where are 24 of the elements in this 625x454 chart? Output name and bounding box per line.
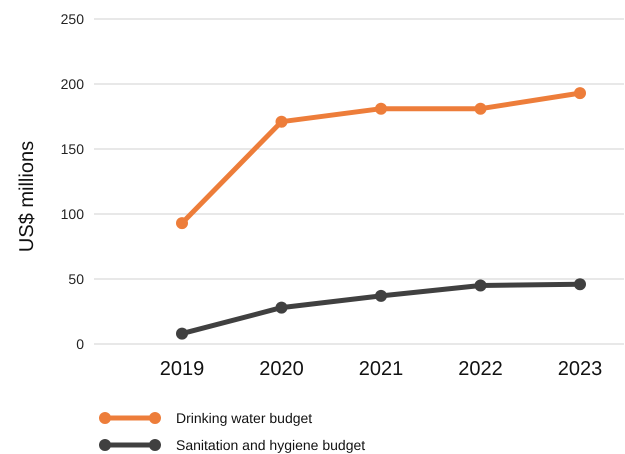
point: [276, 302, 288, 314]
point: [574, 87, 586, 100]
point: [176, 217, 188, 230]
y-tick-label: 200: [60, 76, 84, 92]
point: [375, 102, 387, 115]
point: [176, 328, 188, 340]
point: [574, 278, 586, 290]
x-tick-label: 2019: [160, 358, 204, 380]
x-tick-label: 2023: [558, 358, 602, 380]
legend-label: Drinking water budget: [176, 410, 312, 426]
x-tick-label: 2020: [259, 358, 304, 380]
legend-label: Sanitation and hygiene budget: [176, 436, 366, 453]
x-tick-label: 2022: [458, 358, 503, 380]
point: [474, 102, 486, 115]
point: [375, 290, 387, 302]
point: [276, 116, 288, 128]
y-tick-label: 150: [60, 140, 84, 157]
y-tick-label: 50: [68, 270, 84, 287]
y-tick-label: 0: [76, 336, 84, 352]
y-axis-title: US$ millions: [16, 140, 38, 252]
y-tick-label: 100: [60, 206, 84, 222]
point: [474, 280, 486, 292]
x-tick-label: 2021: [358, 358, 404, 380]
y-tick-label: 250: [60, 10, 84, 27]
